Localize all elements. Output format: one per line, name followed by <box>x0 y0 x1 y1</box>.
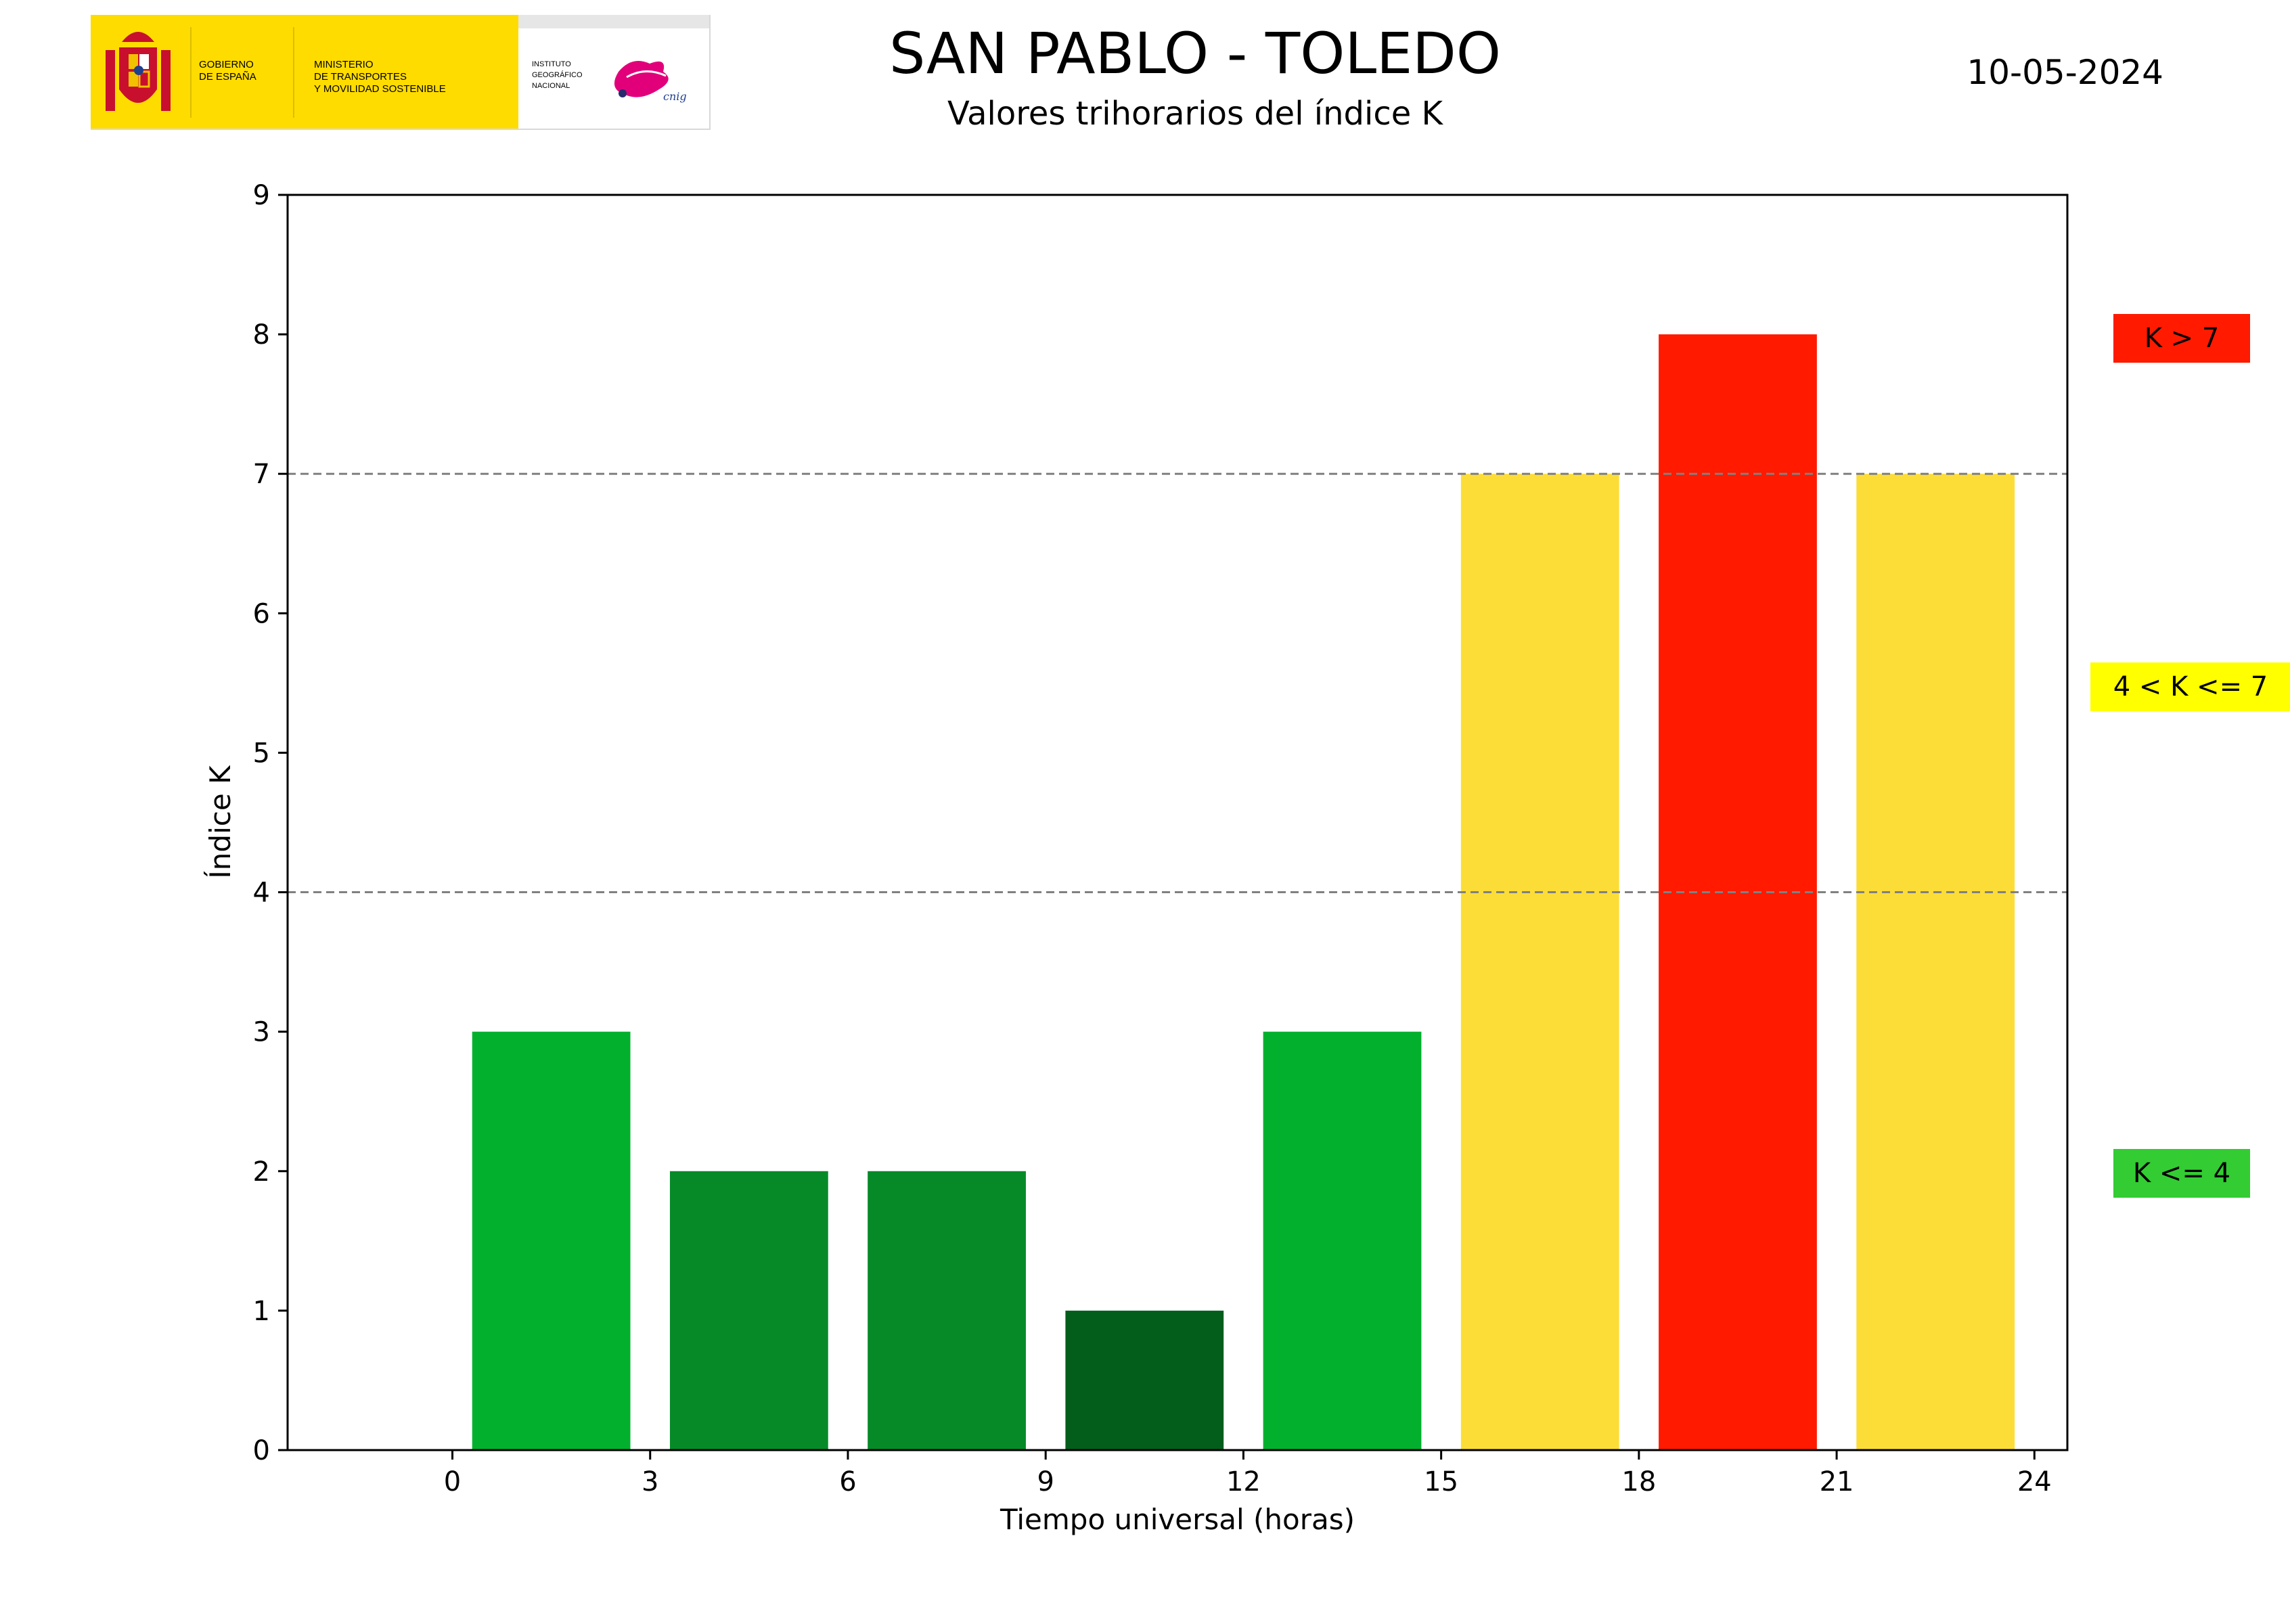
y-tick-label: 0 <box>253 1435 270 1466</box>
x-tick-label: 12 <box>1226 1466 1261 1497</box>
y-tick-label: 3 <box>253 1017 270 1048</box>
bar-3 <box>1065 1310 1224 1450</box>
bars-layer <box>472 334 2015 1451</box>
bar-2 <box>868 1171 1026 1450</box>
legend-k-low: K <= 4 <box>2113 1149 2250 1198</box>
logo-cnig: cnig <box>663 90 687 103</box>
chart-subtitle: Valores trihorarios del índice K <box>947 95 1443 133</box>
bar-0 <box>472 1031 631 1450</box>
ign-logo: GOBIERNO DE ESPAÑA MINISTERIO DE TRANSPO… <box>91 15 711 130</box>
y-axis-ticks: 0 1 2 3 4 5 6 7 8 9 <box>253 180 288 1466</box>
bar-1 <box>669 1171 828 1450</box>
legend-k-mid: 4 < K <= 7 <box>2090 662 2290 711</box>
x-tick-label: 18 <box>1621 1466 1656 1497</box>
y-axis-label: Índice K <box>203 765 237 879</box>
bar-6 <box>1659 334 1817 1451</box>
y-tick-label: 4 <box>253 878 270 909</box>
logo-gov-line1: GOBIERNO <box>199 59 254 70</box>
x-tick-label: 3 <box>642 1466 658 1497</box>
plot-frame <box>286 194 2069 1451</box>
bar-4 <box>1263 1031 1422 1450</box>
logo-ministry-line2: DE TRANSPORTES <box>314 71 407 83</box>
chart-title: SAN PABLO - TOLEDO <box>889 20 1501 87</box>
x-axis-label: Tiempo universal (horas) <box>1000 1503 1355 1536</box>
y-tick-label: 2 <box>253 1156 270 1188</box>
x-tick-label: 24 <box>2017 1466 2052 1497</box>
x-axis-ticks: 0 3 6 9 12 15 18 21 24 <box>444 1450 2052 1497</box>
y-tick-label: 5 <box>253 738 270 769</box>
x-tick-label: 9 <box>1037 1466 1054 1497</box>
logo-gov-line2: DE ESPAÑA <box>199 71 256 83</box>
threshold-lines <box>288 472 2067 894</box>
legend-k-high: K > 7 <box>2113 314 2250 363</box>
logo-ign-line3: NACIONAL <box>532 82 570 90</box>
x-tick-label: 15 <box>1424 1466 1458 1497</box>
logo-ign-line1: INSTITUTO <box>532 60 571 68</box>
logo-ign-line2: GEOGRÁFICO <box>532 70 583 79</box>
y-tick-label: 1 <box>253 1296 270 1327</box>
x-tick-label: 6 <box>839 1466 856 1497</box>
y-tick-label: 8 <box>253 319 270 351</box>
ign-brush-icon <box>614 61 669 97</box>
x-tick-label: 21 <box>1820 1466 1854 1497</box>
coat-of-arms-icon <box>106 32 171 111</box>
logo-ministry-line1: MINISTERIO <box>314 59 374 70</box>
y-tick-label: 7 <box>253 459 270 490</box>
bar-7 <box>1856 474 2015 1451</box>
y-tick-label: 9 <box>253 180 270 211</box>
x-tick-label: 0 <box>444 1466 461 1497</box>
bar-5 <box>1460 474 1619 1451</box>
logo-ministry-line3: Y MOVILIDAD SOSTENIBLE <box>314 83 446 95</box>
y-tick-label: 6 <box>253 598 270 629</box>
chart-date: 10-05-2024 <box>1967 53 2163 92</box>
